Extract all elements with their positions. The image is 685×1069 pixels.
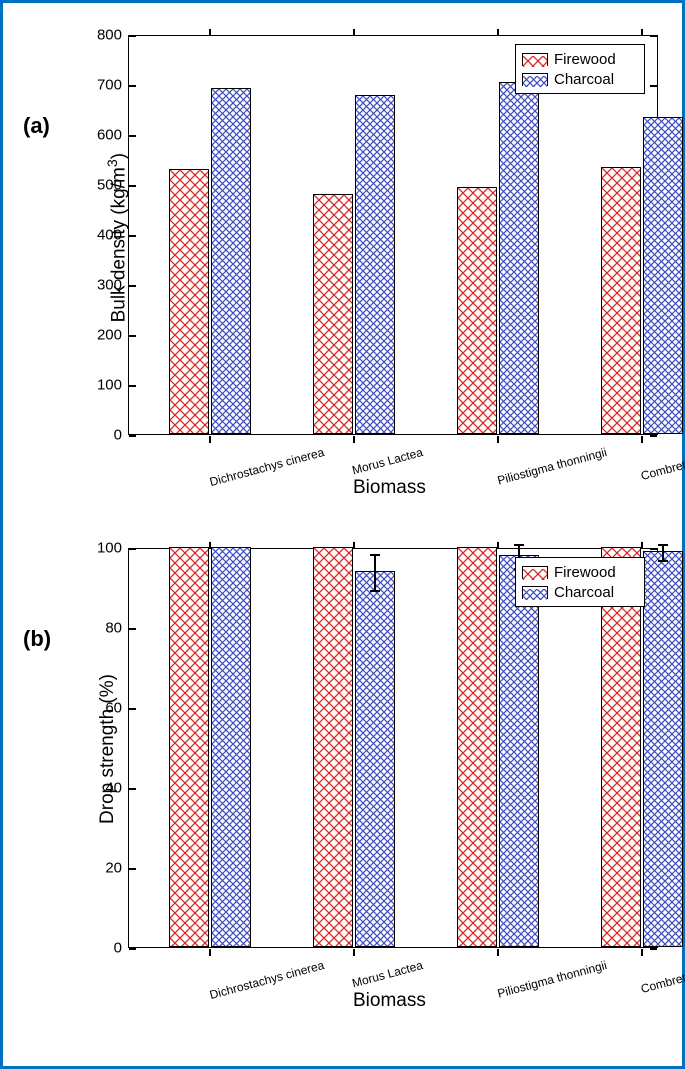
xtick-label: Combretum molle (639, 958, 685, 996)
ytick-label: 500 (88, 177, 122, 194)
legend-swatch (522, 53, 548, 66)
legend: Firewood Charcoal (515, 557, 645, 607)
panel-b-ylabel: Drop strength (%) (97, 674, 119, 824)
xtick-label: Dichrostachys cinerea (208, 445, 326, 489)
ytick-label: 80 (88, 620, 122, 637)
figure-container: (a) Bulk density (kg/m3) FirewoodCharcoa… (0, 0, 685, 1069)
ytick-label: 40 (88, 780, 122, 797)
bar-charcoal (211, 547, 251, 947)
legend-label: Charcoal (554, 584, 614, 601)
bar-firewood (313, 547, 353, 947)
legend-label: Firewood (554, 51, 616, 68)
bar-firewood (313, 194, 353, 434)
ytick-label: 600 (88, 127, 122, 144)
bar-charcoal (643, 117, 683, 435)
ytick-label: 200 (88, 327, 122, 344)
legend-item: Firewood (522, 49, 638, 69)
ytick-label: 700 (88, 77, 122, 94)
ytick-label: 100 (88, 540, 122, 557)
legend-item: Charcoal (522, 582, 638, 602)
xtick-label: Combretum molle (639, 445, 685, 483)
legend-label: Firewood (554, 564, 616, 581)
legend-swatch (522, 586, 548, 599)
bar-firewood (601, 167, 641, 435)
bar-charcoal (499, 555, 539, 947)
ytick-label: 60 (88, 700, 122, 717)
bar-firewood (169, 547, 209, 947)
panel-a-plot: Firewood Charcoal (128, 35, 658, 435)
bar-firewood (457, 547, 497, 947)
xtick-label: Piliostigma thonningii (496, 445, 609, 488)
legend-swatch (522, 73, 548, 86)
bar-firewood (457, 187, 497, 435)
panel-a-label: (a) (23, 113, 50, 139)
ytick-label: 400 (88, 227, 122, 244)
bar-charcoal (643, 551, 683, 947)
xtick-label: Piliostigma thonningii (496, 958, 609, 1001)
legend-swatch (522, 566, 548, 579)
panel-b-plot: Firewood Charcoal (128, 548, 658, 948)
bar-charcoal (499, 82, 539, 435)
bar-charcoal (355, 95, 395, 434)
bar-charcoal (211, 88, 251, 435)
ytick-label: 800 (88, 27, 122, 44)
ytick-label: 300 (88, 277, 122, 294)
xtick-label: Morus Lactea (350, 445, 424, 477)
panel-a-xlabel: Biomass (353, 477, 426, 499)
legend-item: Charcoal (522, 69, 638, 89)
bar-charcoal (355, 571, 395, 947)
legend-label: Charcoal (554, 71, 614, 88)
ytick-label: 0 (88, 427, 122, 444)
legend-item: Firewood (522, 562, 638, 582)
ytick-label: 20 (88, 860, 122, 877)
bar-firewood (169, 169, 209, 434)
bar-firewood (601, 547, 641, 947)
ytick-label: 0 (88, 940, 122, 957)
xtick-label: Dichrostachys cinerea (208, 958, 326, 1002)
ytick-label: 100 (88, 377, 122, 394)
panel-b-xlabel: Biomass (353, 990, 426, 1012)
xtick-label: Morus Lactea (350, 958, 424, 990)
panel-b-label: (b) (23, 626, 51, 652)
legend: Firewood Charcoal (515, 44, 645, 94)
